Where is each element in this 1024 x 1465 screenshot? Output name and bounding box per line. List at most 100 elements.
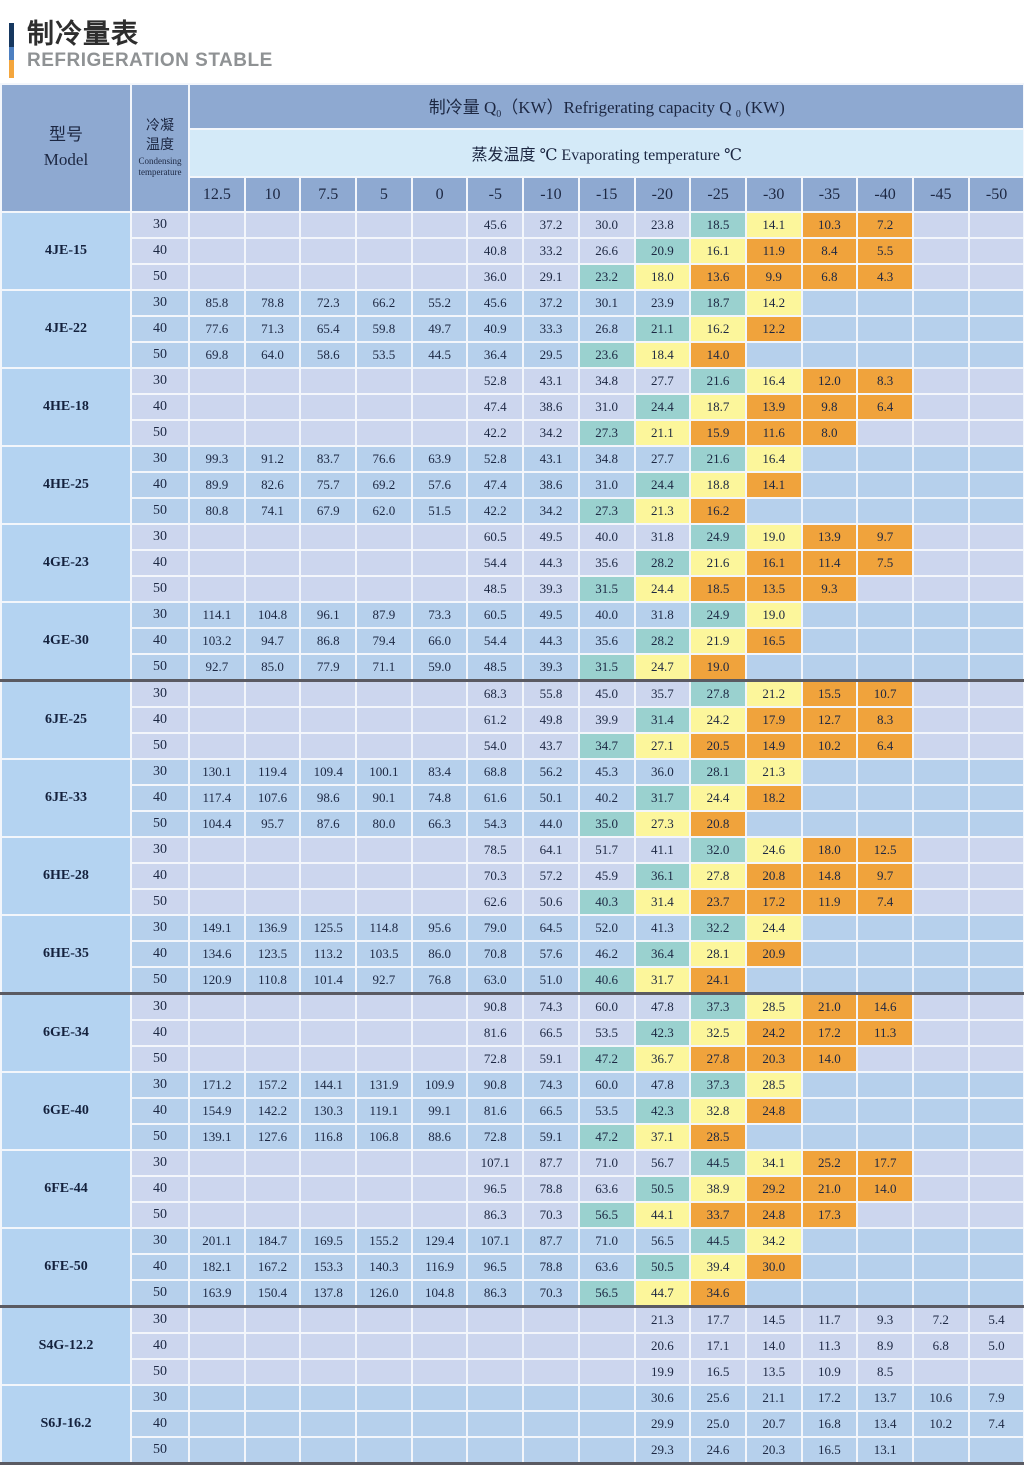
capacity-cell: [355, 992, 413, 1021]
condensing-temp-cell: 40: [130, 1332, 190, 1360]
capacity-cell: 59.8: [355, 315, 413, 343]
capacity-cell: [299, 575, 358, 603]
capacity-cell: [967, 679, 1024, 708]
capacity-cell: 13.9: [800, 523, 859, 551]
capacity-cell: 23.7: [689, 888, 747, 916]
capacity-cell: [410, 1019, 469, 1047]
accent-bar-segment-dark: [9, 23, 14, 47]
capacity-cell: [967, 1019, 1024, 1047]
capacity-cell: [967, 523, 1024, 551]
capacity-cell: 184.7: [243, 1227, 302, 1255]
capacity-cell: [744, 966, 803, 995]
condensing-temp-cell: 40: [130, 627, 190, 655]
capacity-cell: 21.3: [633, 1305, 692, 1334]
capacity-cell: [299, 393, 358, 421]
capacity-cell: 70.3: [522, 1279, 580, 1308]
table-row: 40 70.3 57.2 45.9 36.1 27.8 20.8 14.8 9.7: [1, 862, 1024, 890]
capacity-cell: 11.4: [800, 549, 859, 577]
capacity-cell: 17.2: [800, 1384, 859, 1412]
capacity-cell: 24.2: [689, 706, 747, 734]
capacity-cell: 11.3: [800, 1332, 859, 1360]
capacity-cell: 44.3: [522, 549, 580, 577]
condensing-temp-cell: 50: [130, 653, 190, 682]
capacity-cell: [243, 1384, 302, 1412]
capacity-cell: 21.1: [744, 1384, 803, 1412]
capacity-cell: 7.5: [856, 549, 914, 577]
capacity-cell: 27.8: [689, 862, 747, 890]
evap-temp-column-header: -50: [967, 176, 1024, 213]
capacity-cell: 24.6: [744, 836, 803, 864]
capacity-cell: 20.7: [744, 1410, 803, 1438]
capacity-cell: 9.8: [800, 393, 859, 421]
capacity-cell: [911, 315, 970, 343]
capacity-cell: [299, 1358, 358, 1386]
capacity-cell: 28.2: [633, 549, 692, 577]
capacity-cell: [967, 263, 1024, 291]
capacity-cell: [967, 966, 1024, 995]
table-row: 50 29.3 24.6 20.3 16.5 13.1: [1, 1436, 1024, 1465]
capacity-cell: 90.1: [355, 784, 413, 812]
table-row: 50 54.0 43.7 34.7 27.1 20.5 14.9 10.2 6.4: [1, 732, 1024, 760]
table-row: 50 80.8 74.1 67.9 62.0 51.5 42.2 34.2 27.3 21.3 16…: [1, 497, 1024, 525]
capacity-cell: [410, 1305, 469, 1334]
table-row: 6FE-50 30 201.1 184.7 169.5 155.2 129.4 107.1 87…: [0, 1227, 1024, 1308]
condensing-temp-cell: 40: [130, 1097, 190, 1125]
capacity-cell: [911, 1123, 970, 1151]
condensing-temp-cell: 40: [130, 237, 190, 265]
capacity-cell: 34.1: [744, 1149, 803, 1177]
capacity-cell: [410, 367, 469, 395]
condensing-temp-cell: 30: [130, 914, 190, 942]
capacity-cell: [410, 419, 469, 447]
capacity-cell: [299, 211, 358, 239]
table-row: 40 96.5 78.8 63.6 50.5 38.9 29.2 21.0 14.0: [1, 1175, 1024, 1203]
capacity-cell: 63.6: [577, 1253, 636, 1281]
capacity-cell: 39.3: [522, 575, 580, 603]
capacity-cell: [410, 393, 469, 421]
capacity-cell: [911, 367, 970, 395]
capacity-cell: 13.6: [689, 263, 747, 291]
capacity-cell: 38.6: [522, 471, 580, 499]
capacity-cell: 72.3: [299, 289, 358, 317]
capacity-cell: [856, 601, 914, 629]
capacity-cell: 24.4: [744, 914, 803, 942]
capacity-cell: 17.2: [800, 1019, 859, 1047]
capacity-cell: 49.5: [522, 523, 580, 551]
evap-temp-column-header: -20: [633, 176, 692, 213]
capacity-cell: 25.0: [689, 1410, 747, 1438]
capacity-cell: [188, 549, 246, 577]
capacity-cell: 182.1: [188, 1253, 246, 1281]
condensing-temp-cell: 40: [130, 784, 190, 812]
capacity-cell: [355, 1332, 413, 1360]
capacity-cell: 34.2: [744, 1227, 803, 1255]
capacity-cell: 63.6: [577, 1175, 636, 1203]
capacity-cell: [299, 1384, 358, 1412]
capacity-cell: 110.8: [243, 966, 302, 995]
table-row: 4GE-23 30 60.5 49.5 40.0 31.8 24.9 19.0 13.9 9.7: [0, 523, 1024, 603]
capacity-cell: 144.1: [299, 1071, 358, 1099]
capacity-cell: 77.9: [299, 653, 358, 682]
condensing-temp-cell: 50: [130, 810, 190, 838]
capacity-cell: 117.4: [188, 784, 246, 812]
capacity-cell: 57.6: [522, 940, 580, 968]
capacity-cell: 38.9: [689, 1175, 747, 1203]
capacity-cell: 69.8: [188, 341, 246, 369]
capacity-cell: 36.4: [466, 341, 525, 369]
capacity-cell: 36.1: [633, 862, 692, 890]
capacity-cell: 21.1: [633, 419, 692, 447]
capacity-cell: 45.6: [466, 211, 525, 239]
capacity-cell: 17.9: [744, 706, 803, 734]
table-row: 40 134.6 123.5 113.2 103.5 86.0 70.8 57.6 46.2 36…: [1, 940, 1024, 968]
capacity-cell: 77.6: [188, 315, 246, 343]
capacity-cell: [856, 653, 914, 682]
table-row: 6JE-33 30 130.1 119.4 109.4 100.1 83.4 68.8 56.2…: [0, 758, 1024, 838]
capacity-cell: 13.5: [744, 1358, 803, 1386]
capacity-cell: 85.8: [188, 289, 246, 317]
capacity-cell: 23.9: [633, 289, 692, 317]
table-row: 50 42.2 34.2 27.3 21.1 15.9 11.6 8.0: [1, 419, 1024, 447]
capacity-cell: 10.7: [856, 679, 914, 708]
capacity-cell: [911, 1201, 970, 1229]
table-row: 6HE-35 30 149.1 136.9 125.5 114.8 95.6 79.0 64.5…: [0, 914, 1024, 995]
capacity-cell: [967, 1045, 1024, 1073]
capacity-cell: [188, 419, 246, 447]
capacity-cell: 52.8: [466, 367, 525, 395]
